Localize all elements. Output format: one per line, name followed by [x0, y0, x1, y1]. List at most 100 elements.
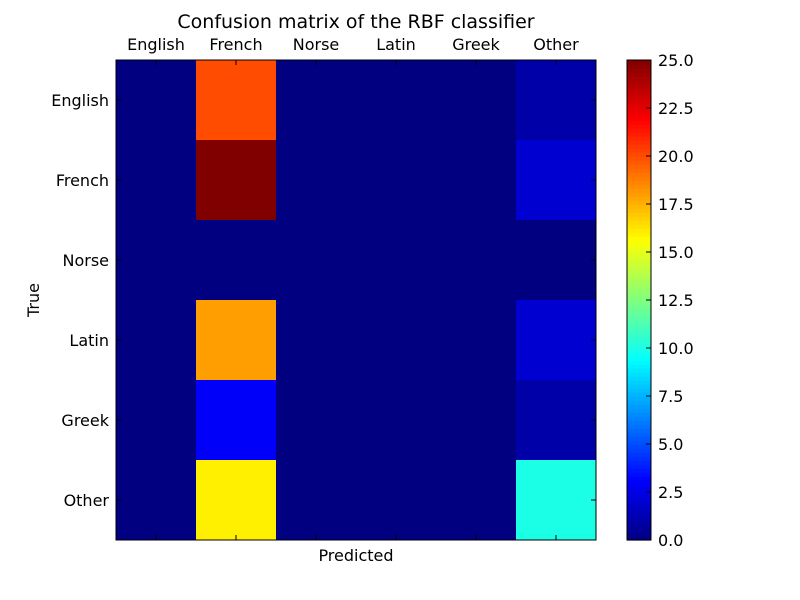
colorbar-tick-label: 5.0: [658, 435, 683, 454]
colorbar-segment: [627, 444, 651, 449]
colorbar-segment: [627, 332, 651, 337]
y-tick-labels: English French Norse Latin Greek Other: [51, 91, 596, 510]
colorbar-segment: [627, 408, 651, 413]
heatmap-cell: [196, 300, 277, 381]
colorbar-segment: [627, 484, 651, 489]
heatmap-cell: [196, 220, 277, 301]
colorbar-segment: [627, 464, 651, 469]
colorbar-tick-label: 7.5: [658, 387, 683, 406]
heatmap-cell: [276, 220, 357, 301]
colorbar-segment: [627, 156, 651, 161]
colorbar-segment: [627, 256, 651, 261]
colorbar-segment: [627, 132, 651, 137]
heatmap-cell: [116, 300, 197, 381]
heatmap-cell: [196, 380, 277, 461]
chart-title: Confusion matrix of the RBF classifier: [177, 11, 534, 33]
colorbar-segment: [627, 204, 651, 209]
colorbar-segment: [627, 136, 651, 141]
colorbar-segment: [627, 512, 651, 517]
heatmap-cell: [196, 60, 277, 141]
x-tick-label: French: [209, 35, 262, 54]
colorbar-segment: [627, 460, 651, 465]
colorbar-segment: [627, 80, 651, 85]
colorbar-segment: [627, 180, 651, 185]
colorbar-segment: [627, 300, 651, 305]
colorbar-segment: [627, 532, 651, 537]
heatmap-cell: [436, 140, 517, 221]
colorbar-segment: [627, 120, 651, 125]
colorbar-segment: [627, 404, 651, 409]
colorbar-segment: [627, 504, 651, 509]
heatmap-cell: [116, 140, 197, 221]
heatmap-cell: [196, 460, 277, 541]
heatmap-cell: [436, 460, 517, 541]
colorbar-segment: [627, 88, 651, 93]
colorbar-tick-label: 2.5: [658, 483, 683, 502]
colorbar-segment: [627, 388, 651, 393]
colorbar-segment: [627, 284, 651, 289]
heatmap-cell: [196, 140, 277, 221]
colorbar-segment: [627, 396, 651, 401]
heatmap-cell: [356, 140, 437, 221]
colorbar-segment: [627, 104, 651, 109]
colorbar-segment: [627, 92, 651, 97]
heatmap-cell: [276, 140, 357, 221]
y-tick-label: Norse: [62, 251, 109, 270]
colorbar-segment: [627, 428, 651, 433]
colorbar-segment: [627, 208, 651, 213]
colorbar-segment: [627, 292, 651, 297]
colorbar-segment: [627, 84, 651, 89]
heatmap-cell: [276, 60, 357, 141]
colorbar-segment: [627, 452, 651, 457]
colorbar-segment: [627, 496, 651, 501]
colorbar-segment: [627, 272, 651, 277]
colorbar-segment: [627, 264, 651, 269]
heatmap-cell: [516, 460, 597, 541]
colorbar-tick-label: 22.5: [658, 99, 694, 118]
colorbar-segment: [627, 268, 651, 273]
colorbar-segment: [627, 236, 651, 241]
heatmap-cell: [116, 380, 197, 461]
colorbar-segment: [627, 128, 651, 133]
colorbar-tick-labels: 0.0 2.5 5.0 7.5 10.0 12.5 15.0 17.5 20.0 22.5 25.0: [646, 51, 694, 550]
colorbar-segment: [627, 372, 651, 377]
heatmap-cell: [116, 460, 197, 541]
colorbar-segment: [627, 476, 651, 481]
colorbar-segment: [627, 228, 651, 233]
colorbar-tick-label: 20.0: [658, 147, 694, 166]
heatmap-cell: [516, 220, 597, 301]
colorbar-segment: [627, 280, 651, 285]
colorbar-segment: [627, 148, 651, 153]
colorbar-segment: [627, 96, 651, 101]
colorbar-tick-label: 15.0: [658, 243, 694, 262]
colorbar-segment: [627, 508, 651, 513]
colorbar-segment: [627, 220, 651, 225]
colorbar-segment: [627, 336, 651, 341]
heatmap-cell: [436, 220, 517, 301]
x-tick-label: Greek: [452, 35, 500, 54]
colorbar-segment: [627, 144, 651, 149]
colorbar-segment: [627, 348, 651, 353]
colorbar-segment: [627, 528, 651, 533]
heatmap-cell: [516, 380, 597, 461]
colorbar-segment: [627, 152, 651, 157]
colorbar-segment: [627, 324, 651, 329]
colorbar-segment: [627, 376, 651, 381]
heatmap-cell: [276, 380, 357, 461]
colorbar-segment: [627, 316, 651, 321]
colorbar-segment: [627, 312, 651, 317]
colorbar-segment: [627, 424, 651, 429]
colorbar-segment: [627, 432, 651, 437]
y-tick-label: English: [51, 91, 109, 110]
y-tick-label: Latin: [69, 331, 109, 350]
colorbar-segment: [627, 352, 651, 357]
colorbar-segment: [627, 100, 651, 105]
colorbar-tick-label: 17.5: [658, 195, 694, 214]
colorbar-segment: [627, 72, 651, 77]
colorbar-segment: [627, 172, 651, 177]
colorbar-segment: [627, 500, 651, 505]
colorbar-tick-label: 0.0: [658, 531, 683, 550]
colorbar-segment: [627, 308, 651, 313]
x-axis-label: Predicted: [318, 546, 393, 565]
x-tick-label: English: [127, 35, 185, 54]
